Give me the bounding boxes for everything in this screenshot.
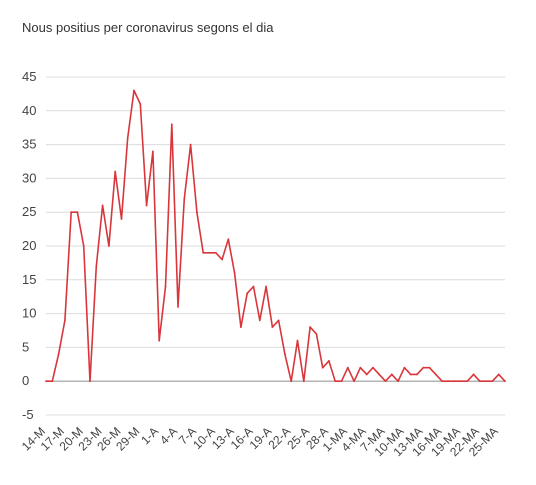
- data-point: [504, 380, 506, 382]
- data-point: [284, 353, 286, 355]
- data-point: [177, 306, 179, 308]
- data-point: [102, 205, 104, 207]
- y-tick-label: 40: [22, 103, 36, 118]
- data-point: [271, 326, 273, 328]
- data-point: [485, 380, 487, 382]
- data-point: [454, 380, 456, 382]
- data-point: [227, 238, 229, 240]
- data-point: [259, 319, 261, 321]
- data-point: [391, 374, 393, 376]
- data-point: [58, 353, 60, 355]
- data-point: [460, 380, 462, 382]
- data-point: [133, 90, 135, 92]
- data-point: [45, 380, 47, 382]
- data-point: [347, 367, 349, 369]
- data-point: [416, 374, 418, 376]
- data-point: [422, 367, 424, 369]
- data-point: [152, 150, 154, 152]
- data-point: [278, 319, 280, 321]
- data-point: [479, 380, 481, 382]
- data-point: [397, 380, 399, 382]
- y-tick-label: -5: [22, 407, 34, 422]
- data-point: [359, 367, 361, 369]
- data-point: [121, 218, 123, 220]
- data-point: [498, 374, 500, 376]
- data-point: [322, 367, 324, 369]
- data-point: [202, 252, 204, 254]
- data-point: [328, 360, 330, 362]
- data-point: [183, 198, 185, 200]
- series-lines: [45, 90, 506, 382]
- data-point: [297, 340, 299, 342]
- data-point: [309, 326, 311, 328]
- data-point: [171, 123, 173, 125]
- data-point: [165, 286, 167, 288]
- data-point: [77, 211, 79, 213]
- y-tick-label: 20: [22, 238, 36, 253]
- data-point: [139, 103, 141, 105]
- data-point: [290, 380, 292, 382]
- data-point: [435, 374, 437, 376]
- y-tick-label: 45: [22, 69, 36, 84]
- data-point: [95, 265, 97, 267]
- series-line: [46, 91, 505, 382]
- data-point: [221, 259, 223, 261]
- data-point: [385, 380, 387, 382]
- data-point: [70, 211, 72, 213]
- data-point: [466, 380, 468, 382]
- data-point: [89, 380, 91, 382]
- data-point: [303, 380, 305, 382]
- data-point: [429, 367, 431, 369]
- data-point: [83, 245, 85, 247]
- data-point: [341, 380, 343, 382]
- data-point: [403, 367, 405, 369]
- data-point: [366, 374, 368, 376]
- data-point: [372, 367, 374, 369]
- data-point: [234, 272, 236, 274]
- data-point: [246, 292, 248, 294]
- data-point: [253, 286, 255, 288]
- data-point: [315, 333, 317, 335]
- data-point: [51, 380, 53, 382]
- data-point: [448, 380, 450, 382]
- data-point: [64, 319, 66, 321]
- data-point: [114, 171, 116, 173]
- grid-lines: [46, 77, 505, 415]
- y-tick-label: 0: [22, 373, 29, 388]
- y-tick-label: 10: [22, 306, 36, 321]
- data-point: [158, 340, 160, 342]
- y-tick-label: 35: [22, 137, 36, 152]
- data-point: [240, 326, 242, 328]
- y-axis-ticks: -5 0 5 10 15 20 25 30 35 40 45: [22, 69, 36, 422]
- data-point: [334, 380, 336, 382]
- x-axis-ticks: 14-M17-M20-M23-M26-M29-M1-A4-A7-A10-A13-…: [19, 424, 501, 459]
- data-point: [353, 380, 355, 382]
- y-tick-label: 30: [22, 170, 36, 185]
- data-point: [378, 374, 380, 376]
- data-point: [410, 374, 412, 376]
- y-tick-label: 15: [22, 272, 36, 287]
- data-point: [265, 286, 267, 288]
- data-point: [108, 245, 110, 247]
- data-point: [441, 380, 443, 382]
- data-point: [127, 137, 129, 139]
- data-point: [492, 380, 494, 382]
- data-point: [196, 211, 198, 213]
- data-point: [473, 374, 475, 376]
- data-point: [190, 144, 192, 146]
- data-point: [209, 252, 211, 254]
- y-tick-label: 25: [22, 204, 36, 219]
- data-point: [215, 252, 217, 254]
- y-tick-label: 5: [22, 339, 29, 354]
- data-point: [146, 205, 148, 207]
